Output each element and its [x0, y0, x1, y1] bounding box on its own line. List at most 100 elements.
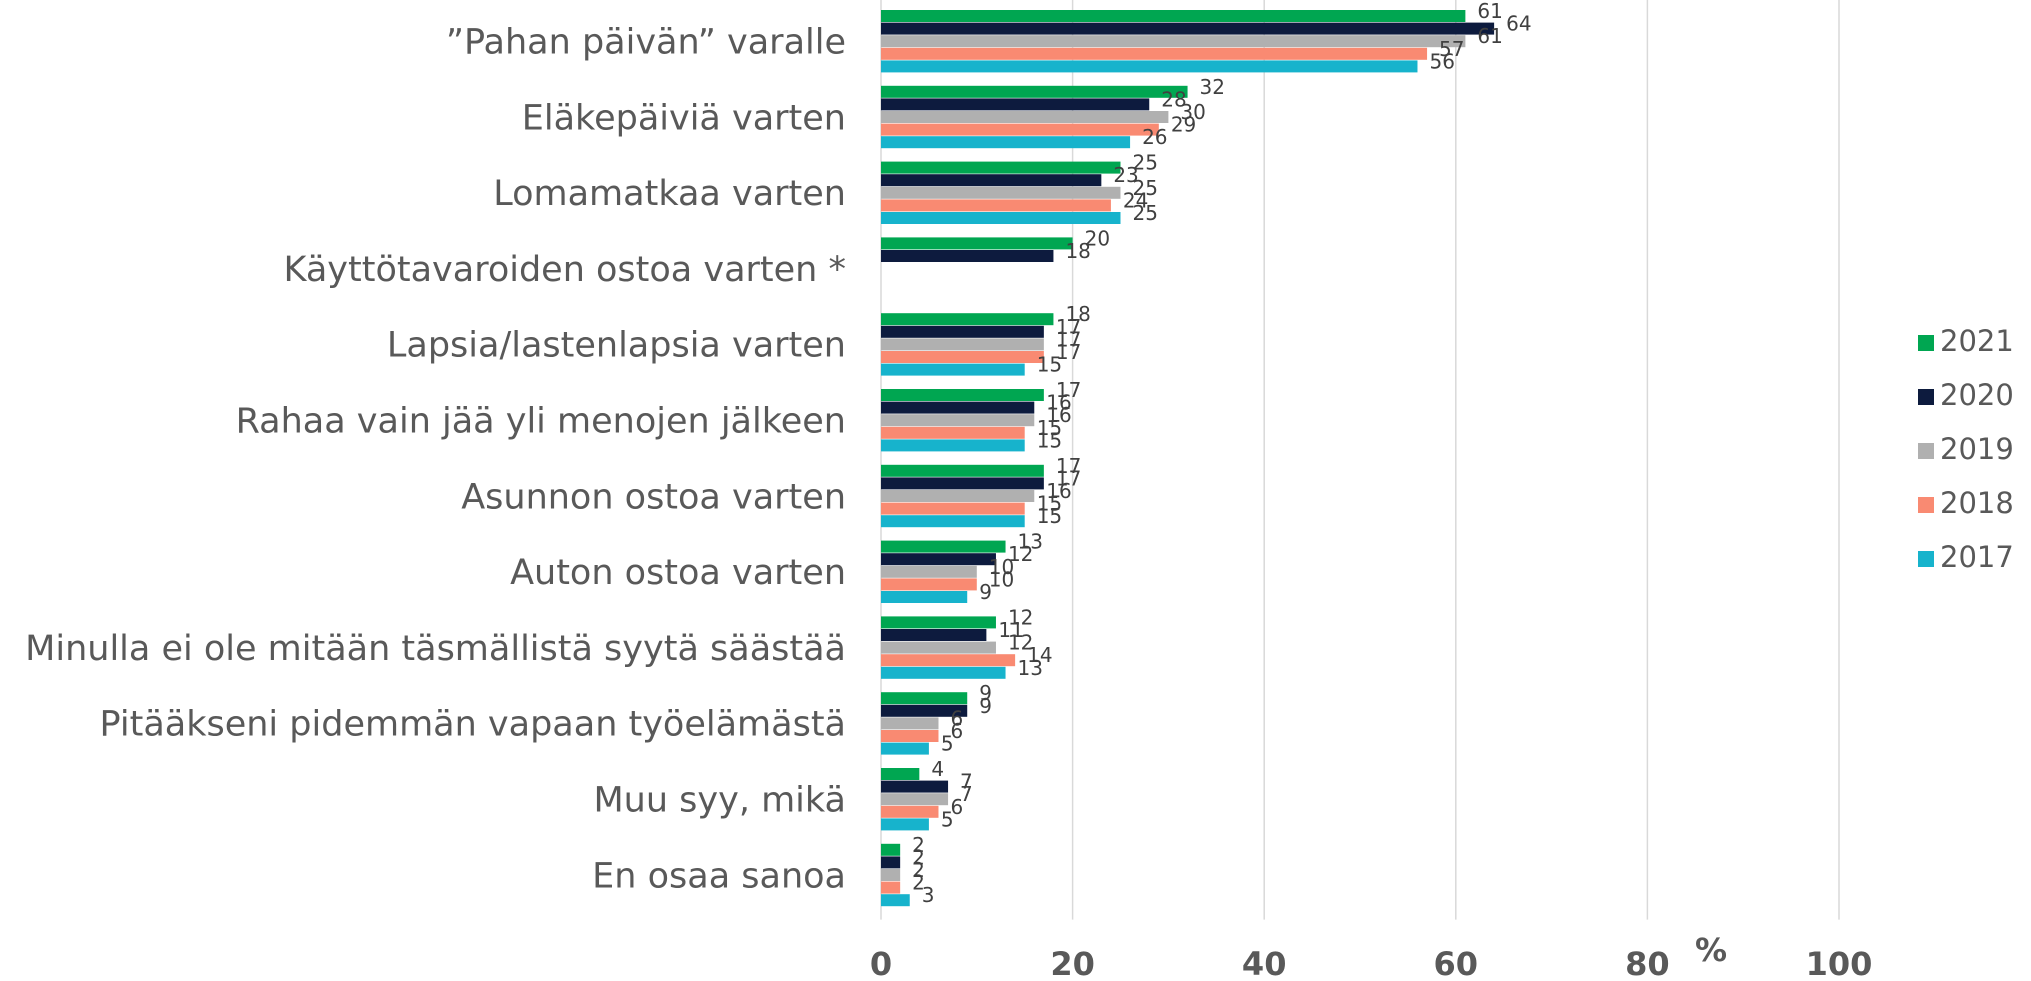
- legend-swatch: [1918, 497, 1934, 513]
- data-label: 9: [979, 694, 992, 718]
- data-label: 20: [1085, 226, 1110, 250]
- bar: [881, 793, 949, 806]
- bar: [881, 704, 968, 717]
- bar: [881, 881, 901, 894]
- bar: [881, 351, 1044, 363]
- data-label: 17: [1056, 454, 1081, 478]
- bar: [881, 730, 939, 742]
- bar: [881, 464, 1044, 477]
- bar: [881, 136, 1131, 149]
- data-label: 2: [912, 871, 925, 895]
- data-label: 10: [989, 567, 1014, 591]
- data-label: 61: [1477, 24, 1502, 48]
- data-label: 56: [1429, 49, 1454, 73]
- bar: [881, 161, 1121, 174]
- data-label: 17: [1056, 378, 1081, 402]
- bar: [881, 502, 1025, 515]
- bar: [881, 199, 1111, 212]
- x-tick-label: 0: [870, 945, 892, 981]
- bar: [881, 123, 1159, 136]
- data-label: 26: [1142, 125, 1167, 149]
- data-label: 23: [1113, 163, 1138, 187]
- bar: [881, 768, 920, 780]
- data-label: 15: [1037, 428, 1062, 452]
- bar: [881, 60, 1418, 73]
- data-label: 6: [950, 795, 963, 819]
- category-label: Eläkepäiviä varten: [522, 98, 846, 138]
- bar: [881, 47, 1428, 60]
- data-label: 32: [1200, 75, 1225, 99]
- data-label: 5: [941, 732, 954, 756]
- data-label: 2: [912, 845, 925, 869]
- bar: [881, 439, 1025, 452]
- bar: [881, 313, 1054, 326]
- data-label: 13: [1018, 530, 1043, 554]
- category-label: Muu syy, mikä: [593, 781, 846, 821]
- bar: [881, 325, 1044, 338]
- data-label: 25: [1133, 151, 1158, 175]
- data-label: 15: [1037, 492, 1062, 516]
- bar: [881, 818, 929, 831]
- data-label: 29: [1171, 113, 1196, 137]
- data-label: 17: [1056, 327, 1081, 351]
- bar: [881, 843, 901, 856]
- legend-label: 2018: [1940, 486, 2014, 520]
- data-label: 28: [1161, 87, 1186, 111]
- data-label: 9: [979, 681, 992, 705]
- x-tick-label: 80: [1625, 945, 1670, 981]
- data-label: 15: [1037, 353, 1062, 377]
- legend-label: 2019: [1940, 432, 2014, 466]
- bar: [881, 578, 977, 591]
- bar: [881, 654, 1016, 667]
- bar: [881, 111, 1169, 123]
- data-label: 18: [1065, 239, 1090, 263]
- category-label: Käyttötavaroiden ostoa varten *: [284, 250, 846, 290]
- data-label: 30: [1180, 100, 1205, 124]
- bar: [881, 212, 1121, 224]
- legend-swatch: [1918, 389, 1934, 405]
- bar: [881, 338, 1044, 351]
- bar: [881, 389, 1044, 401]
- bar: [881, 186, 1121, 199]
- data-label: 12: [1008, 542, 1033, 566]
- x-tick-label: 20: [1050, 945, 1095, 981]
- data-label: 18: [1065, 302, 1090, 326]
- legend-swatch: [1918, 335, 1934, 351]
- data-label: 6: [950, 706, 963, 730]
- data-label: 14: [1027, 643, 1052, 667]
- data-label: 2: [912, 833, 925, 857]
- bar: [881, 85, 1188, 98]
- data-label: 6: [950, 719, 963, 743]
- data-label: 3: [922, 883, 935, 907]
- category-label: ”Pahan päivän” varalle: [446, 23, 846, 63]
- bar: [881, 250, 1054, 262]
- data-label: 17: [1056, 466, 1081, 490]
- bar: [881, 565, 977, 578]
- x-tick-label: 60: [1434, 945, 1479, 981]
- x-tick-label: 40: [1242, 945, 1287, 981]
- data-label: 16: [1046, 391, 1071, 415]
- data-label: 25: [1133, 176, 1158, 200]
- data-label: 13: [1018, 656, 1043, 680]
- category-label: Pitääkseni pidemmän vapaan työelämästä: [100, 705, 846, 745]
- bar: [881, 515, 1025, 528]
- legend-label: 2020: [1940, 378, 2014, 412]
- data-label: 4: [931, 757, 944, 781]
- category-label: Auton ostoa varten: [510, 553, 846, 593]
- bar: [881, 477, 1044, 490]
- category-label: Lapsia/lastenlapsia varten: [387, 326, 846, 366]
- bar: [881, 490, 1035, 502]
- category-label: Rahaa vain jää yli menojen jälkeen: [236, 402, 846, 442]
- category-label: En osaa sanoa: [592, 856, 846, 896]
- data-label: 2: [912, 858, 925, 882]
- data-label: 61: [1477, 0, 1502, 23]
- x-axis-label: %: [1695, 931, 1727, 969]
- data-label: 5: [941, 807, 954, 831]
- bar: [881, 10, 1466, 22]
- bar: [881, 894, 910, 907]
- data-label: 17: [1056, 315, 1081, 339]
- bar: [881, 401, 1035, 414]
- bar: [881, 414, 1035, 427]
- data-label: 11: [998, 618, 1023, 642]
